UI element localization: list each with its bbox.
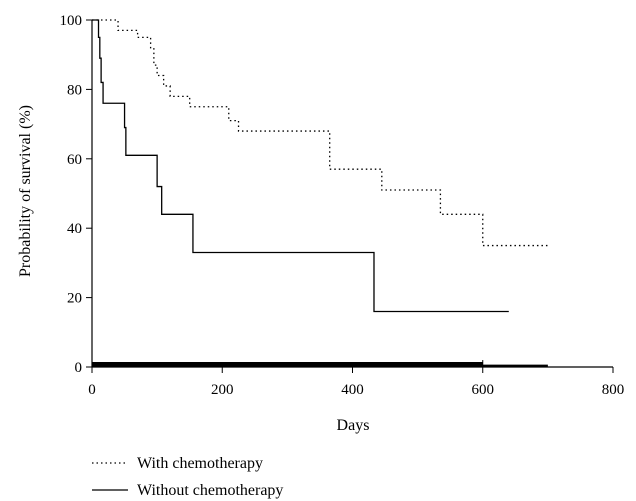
ticks: 0 200 400 600 800 0 20 40 60 80 100 — [60, 13, 625, 398]
y-tick-label: 20 — [67, 291, 82, 307]
y-tick-label: 100 — [60, 13, 83, 29]
legend: With chemotherapy Without chemotherapy — [92, 455, 283, 499]
legend-label-without-chemotherapy: Without chemotherapy — [137, 482, 283, 499]
y-tick-label: 40 — [67, 221, 82, 237]
series-layer — [92, 19, 548, 313]
y-axis-title: Probability of survival (%) — [17, 105, 34, 277]
censor-marks — [92, 360, 548, 367]
y-tick-label: 0 — [75, 360, 83, 376]
x-tick-label: 200 — [211, 382, 234, 398]
axes — [91, 20, 613, 368]
x-tick-label: 800 — [602, 382, 625, 398]
x-tick-label: 600 — [472, 382, 495, 398]
series-line-with-chemotherapy — [92, 19, 548, 247]
legend-label-with-chemotherapy: With chemotherapy — [137, 455, 263, 472]
x-tick-label: 400 — [341, 382, 364, 398]
x-axis-title: Days — [337, 417, 370, 434]
x-tick-label: 0 — [88, 382, 96, 398]
y-tick-label: 60 — [67, 152, 82, 168]
y-tick-label: 80 — [67, 82, 82, 98]
series-line-without-chemotherapy — [92, 19, 509, 313]
